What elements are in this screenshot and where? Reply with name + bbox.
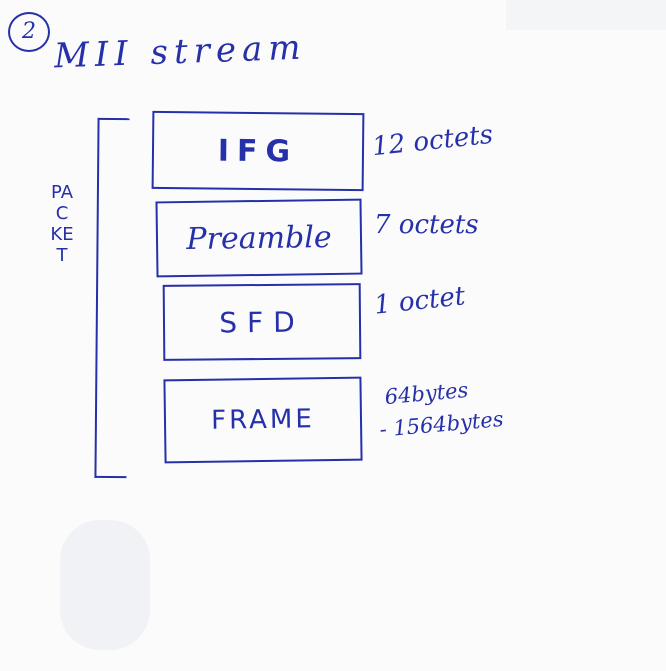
background-smudge: [60, 520, 150, 650]
ifg-label: IFG: [217, 133, 299, 169]
preamble-box: Preamble: [155, 198, 363, 278]
ifg-box: IFG: [151, 110, 365, 192]
packet-bracket: [94, 117, 130, 479]
preamble-size: 7 octets: [374, 210, 479, 240]
background-smudge: [506, 0, 666, 30]
ifg-size: 12 octets: [370, 119, 495, 163]
sfd-label: SFD: [219, 305, 305, 339]
frame-label: FRAME: [210, 404, 316, 436]
sfd-box: SFD: [162, 283, 362, 361]
step-number-circle: 2: [8, 12, 50, 52]
sfd-size: 1 octet: [372, 281, 467, 321]
diagram-title: MII stream: [53, 27, 308, 77]
frame-box: FRAME: [163, 376, 363, 464]
preamble-label: Preamble: [186, 219, 332, 257]
frame-size: 64bytes - 1564bytes: [379, 371, 505, 445]
packet-side-label: PACKET: [50, 182, 74, 266]
